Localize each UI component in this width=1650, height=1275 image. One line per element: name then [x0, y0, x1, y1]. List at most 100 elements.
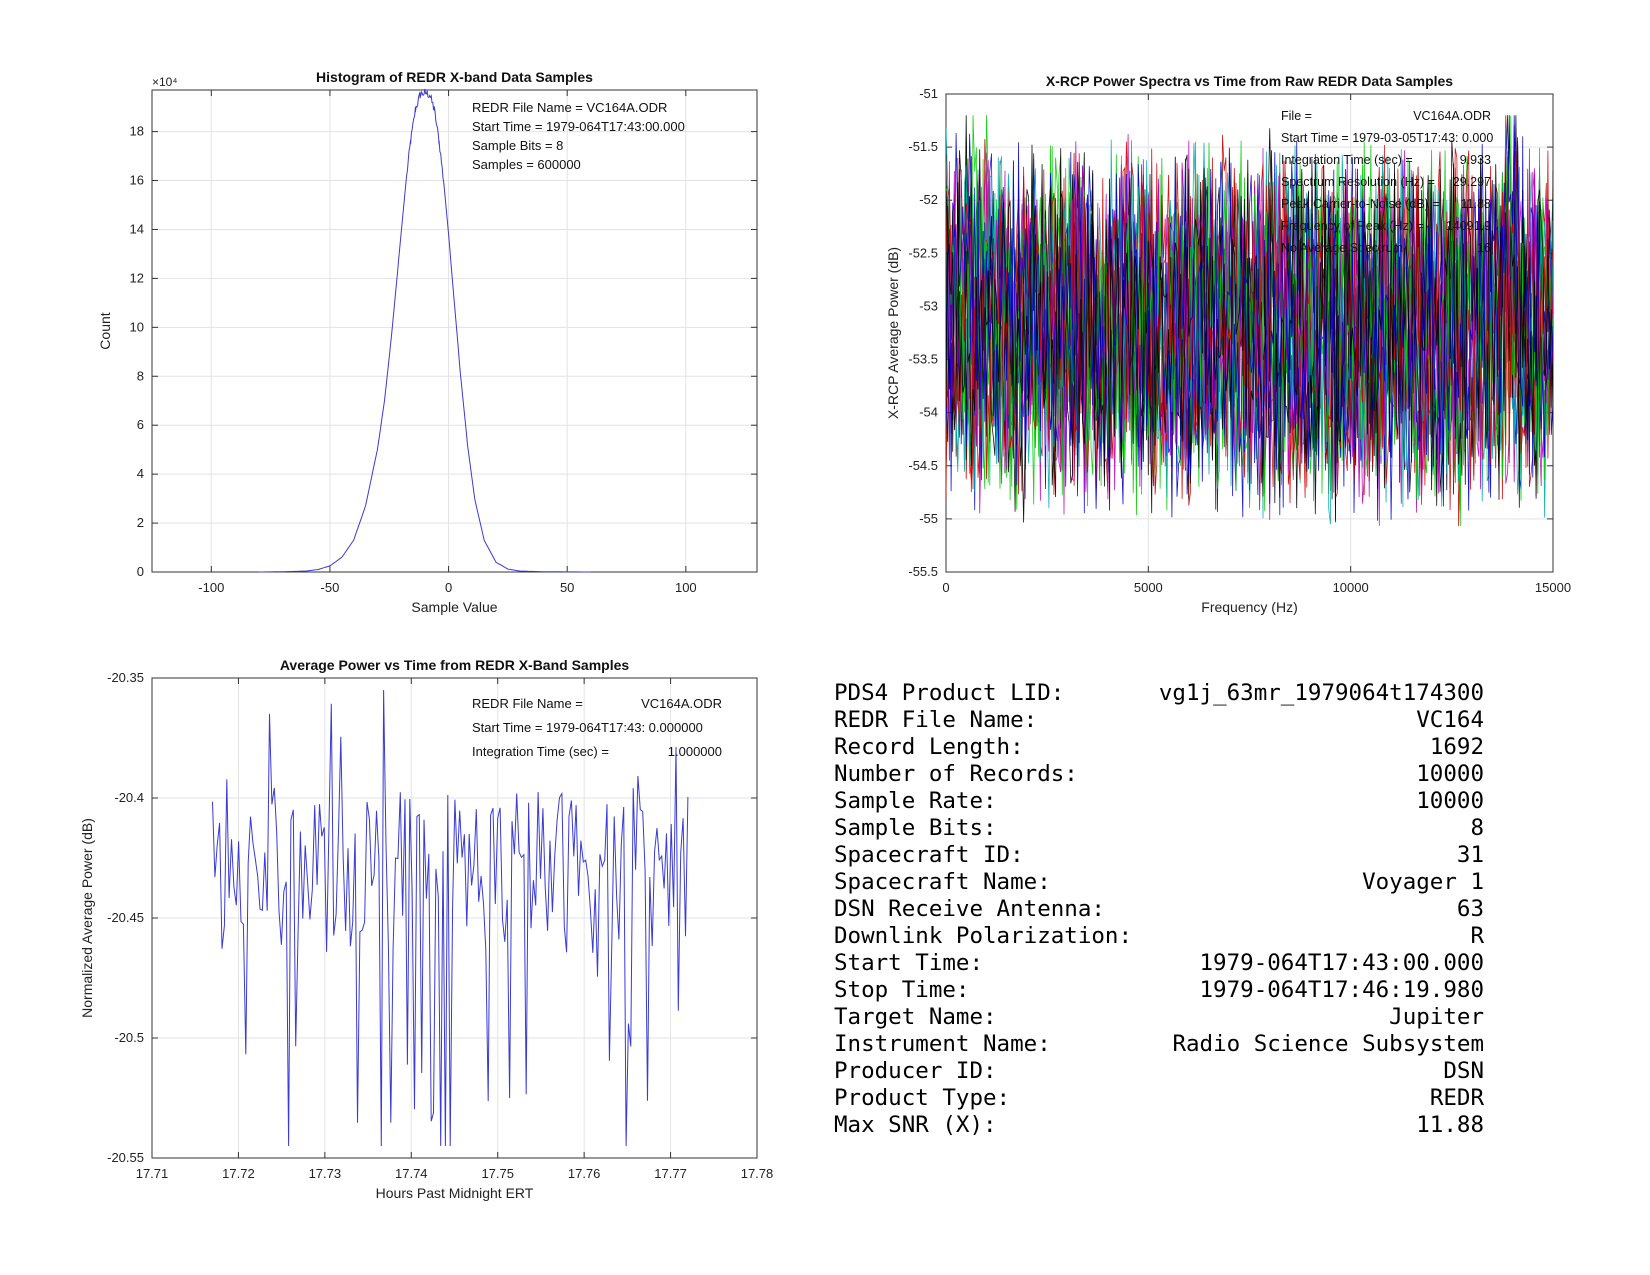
info-value: 10000 — [1416, 761, 1484, 787]
x-tick-label: 17.74 — [395, 1166, 428, 1181]
x-axis-label: Hours Past Midnight ERT — [376, 1185, 534, 1201]
x-tick-label: 17.76 — [568, 1166, 601, 1181]
info-value: 1692 — [1429, 734, 1484, 760]
info-value: 10000 — [1416, 788, 1484, 814]
y-tick-label: -53 — [919, 298, 938, 313]
info-value: DSN — [1443, 1058, 1484, 1084]
info-value: Voyager 1 — [1362, 869, 1484, 895]
info-label: Sample Rate: — [834, 788, 997, 814]
annotation-label: Start Time = 1979-03-05T17:43: 0.000 — [1281, 131, 1493, 145]
x-tick-label: 0 — [445, 580, 452, 595]
spectrum-series — [946, 115, 1553, 520]
info-label: Target Name: — [834, 1004, 997, 1030]
x-tick-label: 5000 — [1134, 580, 1163, 595]
info-value: 31 — [1456, 842, 1484, 868]
info-label: REDR File Name: — [834, 707, 1038, 733]
annotation-value: 14091.9 — [1446, 219, 1491, 233]
y-tick-label: -51 — [919, 86, 938, 101]
chart-2: 17.71 17.72 17.73 17.74 17.75 17.76 17.77 17.78… — [79, 657, 773, 1201]
y-tick-label: 6 — [137, 417, 144, 432]
annotation-label: No Average Spectrum — [1281, 241, 1403, 255]
x-tick-label: 17.73 — [309, 1166, 342, 1181]
y-tick-label: 16 — [130, 173, 144, 188]
info-label: Instrument Name: — [834, 1031, 1051, 1057]
x-tick-label: 17.77 — [654, 1166, 687, 1181]
annotation-text: Samples = 600000 — [472, 157, 581, 172]
info-value: 63 — [1456, 896, 1484, 922]
annotation-value: 9.933 — [1460, 153, 1491, 167]
x-tick-label: 17.72 — [222, 1166, 255, 1181]
info-row: Spacecraft Name: Voyager 1 — [834, 869, 1484, 896]
y-axis-label: Normalized Average Power (dB) — [79, 818, 95, 1018]
info-label: DSN Receive Antenna: — [834, 896, 1105, 922]
y-tick-label: -52.5 — [908, 245, 938, 260]
y-tick-label: 4 — [137, 466, 144, 481]
x-tick-label: 100 — [675, 580, 697, 595]
info-label: Stop Time: — [834, 977, 970, 1003]
annotation-value: VC164A.ODR — [641, 696, 722, 711]
info-label: Downlink Polarization: — [834, 923, 1133, 949]
y-tick-label: 18 — [130, 124, 144, 139]
x-tick-label: 0 — [942, 580, 949, 595]
annotation-label: Start Time = 1979-064T17:43: 0.000000 — [472, 720, 703, 735]
info-value: R — [1470, 923, 1484, 949]
y-tick-label: -20.5 — [114, 1030, 144, 1045]
spectrum-series — [946, 141, 1553, 491]
x-axis-label: Sample Value — [411, 599, 497, 615]
info-row: Instrument Name: Radio Science Subsystem — [834, 1031, 1484, 1058]
info-row: Spacecraft ID: 31 — [834, 842, 1484, 869]
y-tick-label: 8 — [137, 368, 144, 383]
power-line — [212, 689, 689, 1147]
chart-1: 0 5000 10000 15000 -55.5 -55 -54.5 -54 -53.5 -53 -… — [885, 73, 1571, 615]
info-row: Producer ID: DSN — [834, 1058, 1484, 1085]
annotation-text: REDR File Name = VC164A.ODR — [472, 100, 667, 115]
y-axis-label: Count — [97, 312, 113, 349]
info-value: 11.88 — [1416, 1112, 1484, 1138]
x-tick-label: 17.75 — [481, 1166, 514, 1181]
y-tick-label: 12 — [130, 270, 144, 285]
y-tick-label: -20.45 — [107, 910, 144, 925]
info-label: Record Length: — [834, 734, 1024, 760]
info-row: Sample Rate: 10000 — [834, 788, 1484, 815]
info-label: Number of Records: — [834, 761, 1078, 787]
info-row: Stop Time: 1979-064T17:46:19.980 — [834, 977, 1484, 1004]
info-row: REDR File Name: VC164 — [834, 707, 1484, 734]
info-row: Product Type: REDR — [834, 1085, 1484, 1112]
y-tick-label: -54 — [919, 405, 938, 420]
annotation-value: VC164A.ODR — [1413, 109, 1491, 123]
y-axis-label: X-RCP Average Power (dB) — [885, 247, 901, 419]
info-value: vg1j_63mr_1979064t174300 — [1158, 680, 1484, 706]
annotation-label: Peak Carrier-to-Noise (dB) = — [1281, 197, 1440, 211]
info-label: Start Time: — [834, 950, 984, 976]
info-row: PDS4 Product LID: vg1j_63mr_1979064t17430… — [834, 680, 1484, 707]
x-tick-label: -100 — [198, 580, 224, 595]
info-label: Spacecraft Name: — [834, 869, 1051, 895]
annotation-value: 1.000000 — [668, 744, 722, 759]
info-label: Sample Bits: — [834, 815, 997, 841]
y-exponent-label: ×10⁴ — [152, 75, 178, 89]
info-label: Product Type: — [834, 1085, 1011, 1111]
annotation-text: Start Time = 1979-064T17:43:00.000 — [472, 119, 685, 134]
annotation-label: REDR File Name = — [472, 696, 583, 711]
annotation-value: 16 — [1477, 241, 1491, 255]
y-tick-label: -51.5 — [908, 139, 938, 154]
annotation-value: 29.297 — [1453, 175, 1491, 189]
spectra-lines — [946, 115, 1553, 527]
info-row: Max SNR (X): 11.88 — [834, 1112, 1484, 1139]
info-row: Target Name: Jupiter — [834, 1004, 1484, 1031]
annotation-label: File = — [1281, 109, 1312, 123]
info-value: Jupiter — [1389, 1004, 1484, 1030]
chart-title: Average Power vs Time from REDR X-Band S… — [280, 657, 630, 673]
info-row: DSN Receive Antenna: 63 — [834, 896, 1484, 923]
x-tick-label: -50 — [321, 580, 340, 595]
x-tick-label: 50 — [560, 580, 574, 595]
info-label: PDS4 Product LID: — [834, 680, 1065, 706]
info-row: Record Length: 1692 — [834, 734, 1484, 761]
annotation-label: Integration Time (sec) = — [472, 744, 609, 759]
info-value: 8 — [1470, 815, 1484, 841]
info-row: Downlink Polarization: R — [834, 923, 1484, 950]
chart-title: Histogram of REDR X-band Data Samples — [316, 69, 593, 85]
y-tick-label: 14 — [130, 221, 144, 236]
annotation-text: Sample Bits = 8 — [472, 138, 563, 153]
